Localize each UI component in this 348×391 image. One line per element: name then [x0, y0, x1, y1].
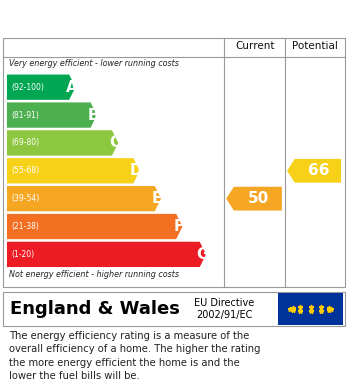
Text: (55-68): (55-68) — [11, 166, 39, 175]
Text: B: B — [87, 108, 99, 122]
Polygon shape — [7, 242, 206, 267]
Text: F: F — [174, 219, 184, 234]
Polygon shape — [7, 186, 161, 211]
Text: 50: 50 — [248, 191, 269, 206]
Polygon shape — [287, 159, 341, 183]
Text: (81-91): (81-91) — [11, 111, 39, 120]
Text: Very energy efficient - lower running costs: Very energy efficient - lower running co… — [9, 59, 179, 68]
Text: Energy Efficiency Rating: Energy Efficiency Rating — [9, 9, 238, 27]
Polygon shape — [7, 130, 118, 156]
Text: D: D — [129, 163, 142, 178]
Text: The energy efficiency rating is a measure of the
overall efficiency of a home. T: The energy efficiency rating is a measur… — [9, 331, 260, 381]
Polygon shape — [7, 214, 182, 239]
Text: (21-38): (21-38) — [11, 222, 39, 231]
Text: EU Directive
2002/91/EC: EU Directive 2002/91/EC — [194, 298, 255, 320]
Text: (1-20): (1-20) — [11, 250, 34, 259]
Text: Potential: Potential — [292, 41, 338, 51]
Polygon shape — [7, 75, 76, 100]
Text: (39-54): (39-54) — [11, 194, 39, 203]
Text: 66: 66 — [308, 163, 329, 178]
Text: G: G — [196, 247, 208, 262]
Polygon shape — [7, 158, 140, 183]
Text: E: E — [152, 191, 163, 206]
Text: Not energy efficient - higher running costs: Not energy efficient - higher running co… — [9, 270, 179, 279]
Text: Current: Current — [235, 41, 275, 51]
Polygon shape — [7, 102, 97, 128]
Bar — [278, 293, 343, 325]
Polygon shape — [226, 187, 282, 210]
Text: A: A — [66, 80, 78, 95]
Text: England & Wales: England & Wales — [10, 300, 180, 318]
Text: (69-80): (69-80) — [11, 138, 39, 147]
Text: (92-100): (92-100) — [11, 83, 44, 91]
Text: C: C — [109, 135, 120, 151]
